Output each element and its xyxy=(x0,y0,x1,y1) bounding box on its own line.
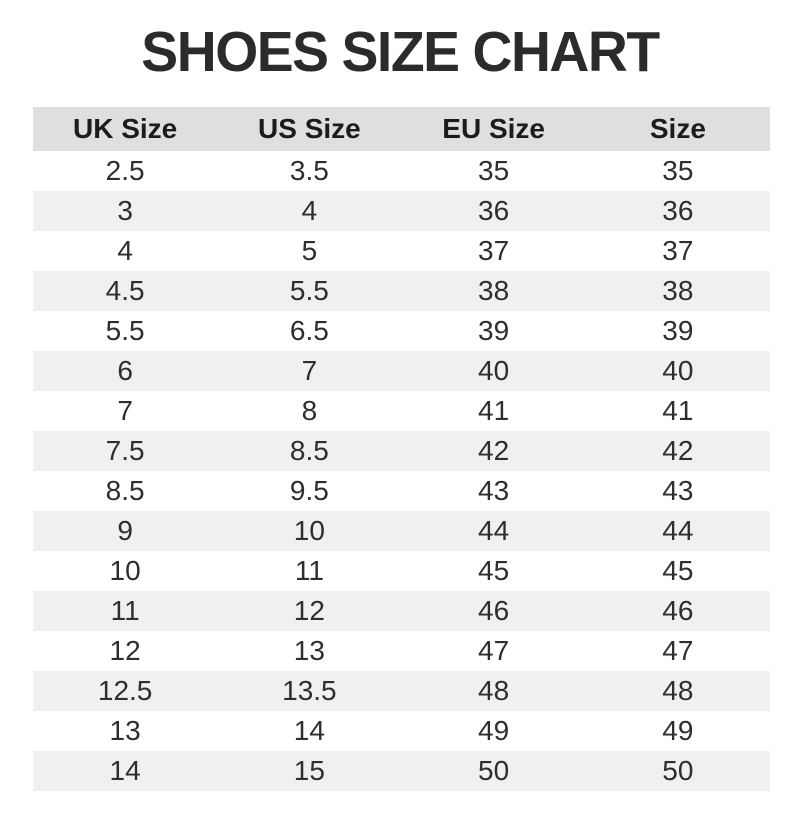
table-cell: 41 xyxy=(401,391,586,431)
table-cell: 36 xyxy=(585,191,770,231)
table-cell: 8.5 xyxy=(33,471,218,511)
table-cell: 45 xyxy=(585,551,770,591)
column-header-size: Size xyxy=(585,107,770,151)
table-cell: 13 xyxy=(33,711,218,751)
table-cell: 46 xyxy=(401,591,586,631)
table-cell: 40 xyxy=(401,351,586,391)
table-cell: 36 xyxy=(401,191,586,231)
table-cell: 49 xyxy=(401,711,586,751)
table-row: 10 11 45 45 xyxy=(33,551,770,591)
size-chart-table: UK Size US Size EU Size Size 2.5 3.5 35 35 3 4 36… xyxy=(33,107,770,791)
table-row: 8.5 9.5 43 43 xyxy=(33,471,770,511)
table-cell: 5.5 xyxy=(217,271,402,311)
table-cell: 35 xyxy=(585,151,770,191)
table-row: 13 14 49 49 xyxy=(33,711,770,751)
table-cell: 45 xyxy=(401,551,586,591)
table-cell: 5.5 xyxy=(33,311,218,351)
table-cell: 48 xyxy=(401,671,586,711)
table-cell: 3.5 xyxy=(217,151,402,191)
table-cell: 9 xyxy=(33,511,218,551)
table-header-row: UK Size US Size EU Size Size xyxy=(33,107,770,151)
table-cell: 11 xyxy=(33,591,218,631)
table-cell: 44 xyxy=(585,511,770,551)
table-row: 14 15 50 50 xyxy=(33,751,770,791)
table-cell: 8 xyxy=(217,391,402,431)
table-cell: 8.5 xyxy=(217,431,402,471)
table-cell: 49 xyxy=(585,711,770,751)
table-cell: 6 xyxy=(33,351,218,391)
table-cell: 10 xyxy=(217,511,402,551)
table-cell: 46 xyxy=(585,591,770,631)
table-cell: 9.5 xyxy=(217,471,402,511)
table-cell: 13.5 xyxy=(217,671,402,711)
page-title: SHOES SIZE CHART xyxy=(141,20,660,84)
table-cell: 7 xyxy=(217,351,402,391)
table-row: 2.5 3.5 35 35 xyxy=(33,151,770,191)
table-cell: 41 xyxy=(585,391,770,431)
table-row: 12.5 13.5 48 48 xyxy=(33,671,770,711)
table-cell: 5 xyxy=(217,231,402,271)
table-row: 11 12 46 46 xyxy=(33,591,770,631)
table-cell: 14 xyxy=(217,711,402,751)
table-cell: 3 xyxy=(33,191,218,231)
table-cell: 44 xyxy=(401,511,586,551)
table-cell: 10 xyxy=(33,551,218,591)
table-cell: 4 xyxy=(217,191,402,231)
table-header: UK Size US Size EU Size Size xyxy=(33,107,770,151)
table-row: 3 4 36 36 xyxy=(33,191,770,231)
table-cell: 15 xyxy=(217,751,402,791)
table-cell: 6.5 xyxy=(217,311,402,351)
table-cell: 50 xyxy=(401,751,586,791)
table-row: 12 13 47 47 xyxy=(33,631,770,671)
table-cell: 47 xyxy=(585,631,770,671)
table-row: 5.5 6.5 39 39 xyxy=(33,311,770,351)
table-cell: 4 xyxy=(33,231,218,271)
table-cell: 37 xyxy=(585,231,770,271)
table-cell: 40 xyxy=(585,351,770,391)
table-cell: 38 xyxy=(401,271,586,311)
table-cell: 35 xyxy=(401,151,586,191)
table-cell: 12.5 xyxy=(33,671,218,711)
table-cell: 48 xyxy=(585,671,770,711)
table-cell: 7.5 xyxy=(33,431,218,471)
table-cell: 12 xyxy=(33,631,218,671)
table-cell: 39 xyxy=(585,311,770,351)
table-cell: 39 xyxy=(401,311,586,351)
table-cell: 42 xyxy=(401,431,586,471)
table-cell: 2.5 xyxy=(33,151,218,191)
column-header-uk-size: UK Size xyxy=(33,107,218,151)
table-cell: 43 xyxy=(585,471,770,511)
table-cell: 43 xyxy=(401,471,586,511)
column-header-us-size: US Size xyxy=(217,107,402,151)
table-cell: 42 xyxy=(585,431,770,471)
table-row: 7 8 41 41 xyxy=(33,391,770,431)
table-cell: 14 xyxy=(33,751,218,791)
table-cell: 12 xyxy=(217,591,402,631)
table-cell: 50 xyxy=(585,751,770,791)
table-cell: 47 xyxy=(401,631,586,671)
table-cell: 11 xyxy=(217,551,402,591)
table-cell: 13 xyxy=(217,631,402,671)
table-cell: 7 xyxy=(33,391,218,431)
table-row: 7.5 8.5 42 42 xyxy=(33,431,770,471)
column-header-eu-size: EU Size xyxy=(401,107,586,151)
table-cell: 37 xyxy=(401,231,586,271)
table-body: 2.5 3.5 35 35 3 4 36 36 4 5 37 37 4.5 5.5 38 38 5.5 6.5 39… xyxy=(33,151,770,791)
table-row: 4.5 5.5 38 38 xyxy=(33,271,770,311)
table-cell: 4.5 xyxy=(33,271,218,311)
table-row: 4 5 37 37 xyxy=(33,231,770,271)
table-cell: 38 xyxy=(585,271,770,311)
table-row: 9 10 44 44 xyxy=(33,511,770,551)
table-row: 6 7 40 40 xyxy=(33,351,770,391)
